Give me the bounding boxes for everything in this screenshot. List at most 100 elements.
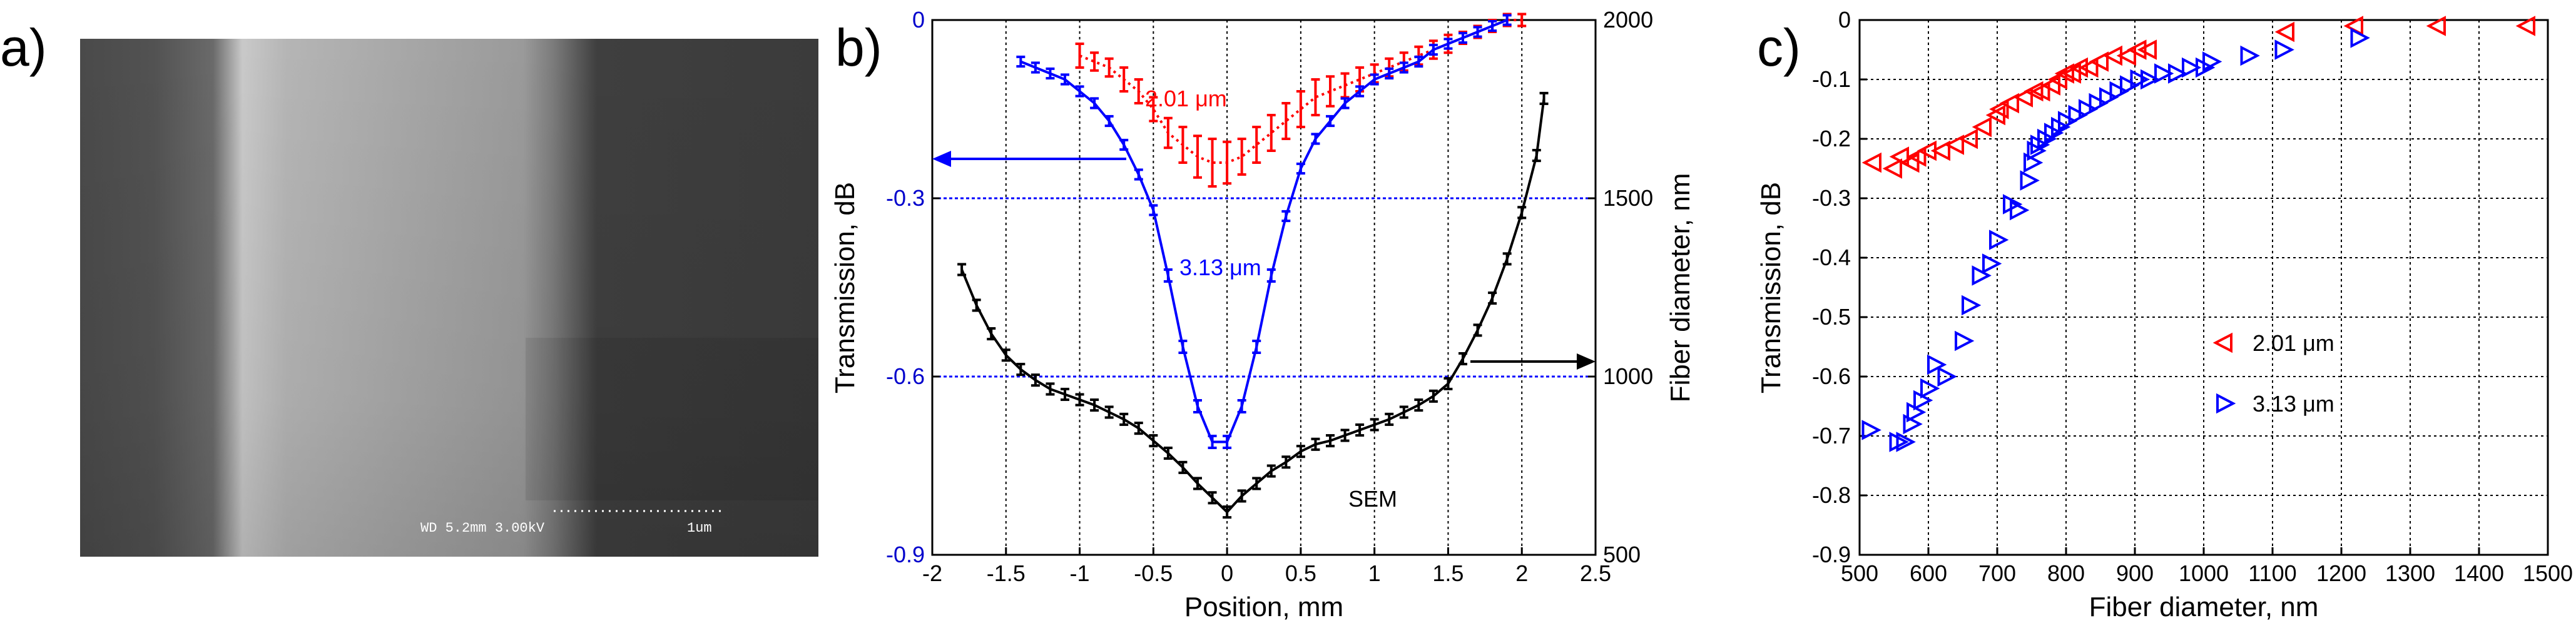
error-bar: [1296, 162, 1305, 175]
panel-c-label: c): [1757, 18, 1801, 77]
error-bar: [987, 327, 996, 341]
error-bar: [1355, 85, 1365, 98]
error-bar: [1193, 134, 1202, 179]
error-bar: [1134, 78, 1143, 104]
y-tick-label: -0.9: [1812, 542, 1851, 567]
error-bar: [1208, 435, 1217, 449]
panel-c-x-axis-label: Fiber diameter, nm: [2089, 592, 2319, 622]
error-bar: [1326, 114, 1335, 128]
error-bar: [972, 298, 981, 312]
error-bar: [1134, 422, 1143, 435]
error-bar: [1473, 26, 1482, 38]
error-bar: [1399, 61, 1408, 74]
error-bar: [1104, 114, 1114, 128]
panel-b-reference-lines: [932, 197, 1596, 378]
error-bar: [1340, 428, 1350, 442]
scatter-point: [1962, 296, 1980, 315]
panel-c-legend: 2.01 μm 3.13 μm: [2214, 330, 2334, 417]
error-bar: [1119, 412, 1129, 426]
scatter-point: [1920, 379, 1938, 398]
error-bar: [1428, 43, 1438, 56]
error-bar: [1296, 445, 1305, 458]
panel-c-y-axis-label: Transmission, dB: [1756, 182, 1786, 393]
y2-tick-label: 1500: [1603, 185, 1653, 211]
error-bar: [1296, 90, 1305, 128]
error-bar: [1031, 61, 1040, 74]
error-bar: [1532, 149, 1541, 163]
error-bar: [1326, 75, 1335, 108]
y-tick-label: 0: [1838, 7, 1851, 33]
error-bar: [1517, 13, 1527, 28]
error-bar: [1149, 434, 1158, 448]
error-bar: [1237, 489, 1246, 503]
x-tick-label: 2.5: [1580, 560, 1611, 586]
scatter-point: [2240, 46, 2259, 65]
error-bar: [1237, 138, 1246, 176]
error-bar: [1208, 138, 1217, 188]
x-tick-label: 700: [1978, 560, 2016, 586]
panel-a-label: a): [0, 18, 47, 77]
error-bar: [1443, 38, 1453, 50]
annotation-sem: SEM: [1348, 486, 1397, 512]
x-tick-label: 1.5: [1432, 560, 1464, 586]
series-2: [957, 91, 1549, 519]
scatter-point: [2276, 23, 2294, 41]
error-bar: [1281, 210, 1291, 223]
y-tick-label: -0.6: [886, 363, 925, 389]
error-bar: [1370, 73, 1379, 86]
error-bar: [1178, 126, 1188, 164]
error-bar: [1134, 168, 1143, 181]
x-tick-label: 500: [1841, 560, 1878, 586]
error-bar: [1223, 140, 1232, 185]
x-tick-label: 1300: [2385, 560, 2435, 586]
series-1: [1861, 28, 2369, 452]
x-tick-label: 1: [1368, 560, 1381, 586]
error-bar: [1459, 352, 1467, 366]
panel-c-x-ticks: 500 600 700 800 900 1000 1100 1200 1300 1400 1500: [1841, 547, 2573, 586]
scatter-point: [2274, 40, 2293, 59]
x-tick-label: 1500: [2523, 560, 2573, 586]
x-tick-label: -2: [922, 560, 942, 586]
error-bar: [1223, 505, 1232, 519]
error-bar: [1090, 97, 1099, 109]
y-tick-label: -0.6: [1812, 363, 1851, 389]
sem-image: [80, 39, 818, 557]
error-bar: [1046, 67, 1055, 80]
error-bar: [1311, 133, 1320, 145]
error-bar: [1340, 97, 1350, 109]
series-line: [960, 98, 1545, 514]
error-bar: [1266, 268, 1276, 283]
x-tick-label: -1: [1070, 560, 1090, 586]
error-bar: [1385, 67, 1394, 80]
y-tick-label: -0.3: [886, 185, 925, 211]
error-bar: [1266, 114, 1276, 152]
x-tick-label: 0: [1221, 560, 1233, 586]
panel-b-grid: [1005, 20, 1523, 555]
panel-b-y-ticks: 0 -0.3 -0.6 -0.9: [886, 7, 940, 567]
y-tick-label: -0.8: [1812, 482, 1851, 508]
arrow-left-axis-indicator: [932, 151, 1126, 167]
error-bar: [1488, 19, 1497, 33]
x-tick-label: 1200: [2316, 560, 2366, 586]
error-bar: [1223, 435, 1232, 449]
panel-b-label: b): [835, 18, 882, 77]
error-bar: [1001, 348, 1011, 362]
error-bar: [957, 263, 967, 276]
scatter-point: [1955, 332, 1973, 350]
error-bar: [1016, 363, 1026, 377]
error-bar: [1193, 477, 1202, 490]
y-tick-label: 0: [912, 7, 925, 33]
error-bar: [1311, 78, 1320, 116]
error-bar: [1355, 423, 1365, 437]
scatter-point: [1989, 230, 2007, 250]
error-bar: [1075, 85, 1084, 98]
error-bar: [1252, 126, 1261, 164]
annotation-313-b: 3.13 μm: [1179, 255, 1261, 280]
error-bar: [1075, 43, 1084, 69]
error-bar: [1326, 434, 1335, 448]
error-bar: [1340, 72, 1350, 99]
error-bar: [1031, 373, 1040, 387]
error-bar: [1539, 91, 1549, 105]
panel-b-y2-ticks: 2000 1500 1000 500: [1588, 7, 1653, 567]
